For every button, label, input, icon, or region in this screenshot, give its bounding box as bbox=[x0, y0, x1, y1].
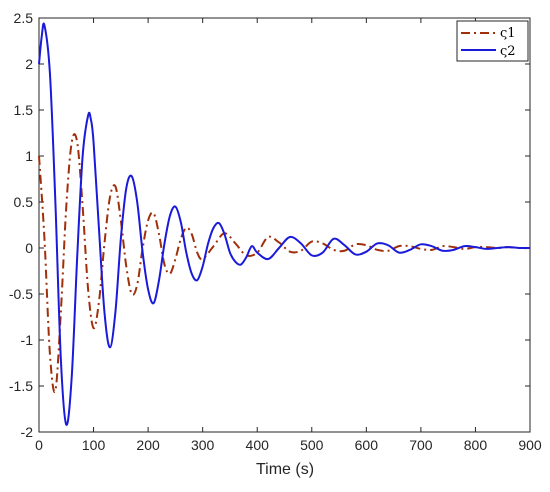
x-tick-label: 800 bbox=[464, 437, 488, 453]
legend: ς1 ς2 bbox=[456, 20, 529, 62]
x-tick-label: 900 bbox=[518, 437, 542, 453]
y-axis: 2.5 2 1.5 1 0.5 0 -0.5 -1 -1.5 -2 bbox=[9, 10, 530, 440]
series-layer bbox=[38, 22, 531, 426]
x-tick-label: 200 bbox=[136, 437, 160, 453]
x-axis: 0 100 200 300 400 500 600 700 800 900 bbox=[35, 18, 542, 453]
y-tick-label: 0.5 bbox=[14, 194, 34, 210]
series-1-line bbox=[38, 133, 531, 394]
y-tick-label: -1.5 bbox=[9, 378, 33, 394]
legend-label-series-1: ς1 bbox=[500, 26, 516, 41]
x-tick-label: 500 bbox=[300, 437, 324, 453]
legend-label-series-2: ς2 bbox=[500, 44, 516, 59]
x-tick-label: 100 bbox=[82, 437, 106, 453]
x-tick-label: 300 bbox=[191, 437, 215, 453]
y-tick-label: 0 bbox=[25, 240, 33, 256]
x-tick-label: 700 bbox=[409, 437, 433, 453]
y-tick-label: -1 bbox=[21, 332, 34, 348]
y-tick-label: 2 bbox=[25, 56, 33, 72]
y-tick-label: -0.5 bbox=[9, 286, 33, 302]
x-tick-label: 400 bbox=[246, 437, 270, 453]
x-tick-label: 600 bbox=[355, 437, 379, 453]
y-tick-label: 2.5 bbox=[14, 10, 34, 26]
y-tick-label: -2 bbox=[21, 424, 34, 440]
x-tick-label: 0 bbox=[35, 437, 43, 453]
y-tick-label: 1.5 bbox=[14, 102, 34, 118]
series-2-line bbox=[38, 22, 531, 426]
x-axis-label: Time (s) bbox=[256, 461, 314, 478]
plot-area bbox=[38, 17, 531, 433]
y-tick-label: 1 bbox=[25, 148, 33, 164]
legend-box bbox=[456, 20, 529, 62]
